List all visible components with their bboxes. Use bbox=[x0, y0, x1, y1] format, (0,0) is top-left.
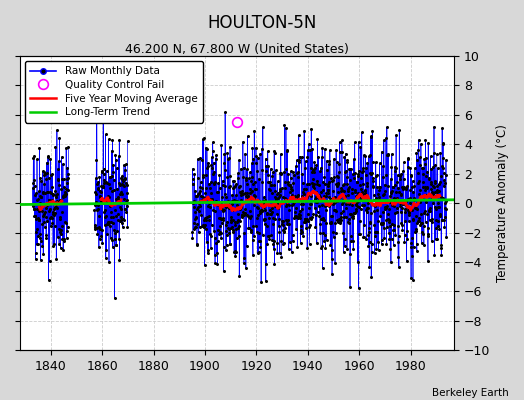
Text: HOULTON-5N: HOULTON-5N bbox=[208, 14, 316, 32]
Y-axis label: Temperature Anomaly (°C): Temperature Anomaly (°C) bbox=[496, 124, 509, 282]
Title: 46.200 N, 67.800 W (United States): 46.200 N, 67.800 W (United States) bbox=[125, 43, 349, 56]
Legend: Raw Monthly Data, Quality Control Fail, Five Year Moving Average, Long-Term Tren: Raw Monthly Data, Quality Control Fail, … bbox=[25, 61, 203, 122]
Text: Berkeley Earth: Berkeley Earth bbox=[432, 388, 508, 398]
